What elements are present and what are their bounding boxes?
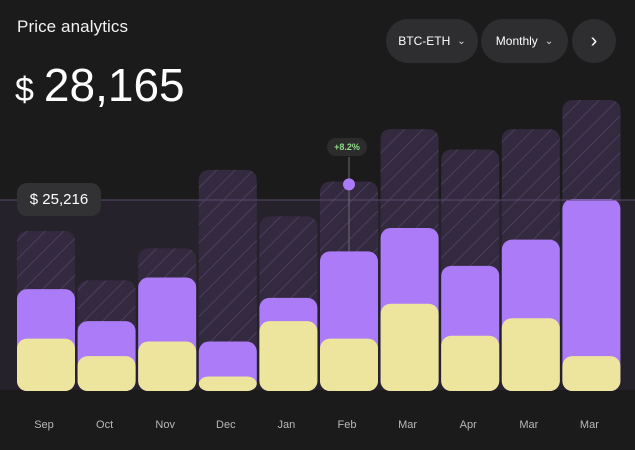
pair-select-label: BTC-ETH xyxy=(398,34,451,48)
annotation-group xyxy=(343,157,355,252)
bar-yellow xyxy=(259,321,318,391)
bar-yellow xyxy=(17,338,75,391)
current-price: $ 28,165 xyxy=(15,58,185,112)
period-select-label: Monthly xyxy=(495,34,538,48)
bar-yellow xyxy=(380,303,439,391)
x-tick-label: Mar xyxy=(398,419,417,431)
pair-select-button[interactable]: BTC-ETH ⌄ xyxy=(386,19,478,63)
bar-yellow xyxy=(562,356,621,391)
bar-yellow xyxy=(198,376,257,391)
bar-background xyxy=(198,169,257,391)
bars-group xyxy=(17,100,621,391)
x-tick-label: Oct xyxy=(96,419,113,431)
x-tick-label: Mar xyxy=(580,419,599,431)
annotation-dot xyxy=(343,178,355,191)
x-axis-labels: Sep Oct Nov Dec Jan Feb Mar Apr Mar Mar xyxy=(34,419,599,431)
bar-yellow xyxy=(138,341,197,391)
reference-value-label: $ 25,216 xyxy=(17,183,101,216)
bar-yellow xyxy=(77,356,136,391)
currency-symbol: $ xyxy=(15,71,34,109)
bar-yellow xyxy=(501,318,560,391)
next-button[interactable]: › xyxy=(572,19,616,63)
x-tick-label: Sep xyxy=(34,419,54,431)
x-tick-label: Mar xyxy=(519,419,538,431)
bar-yellow xyxy=(441,335,500,391)
chevron-down-icon: ⌄ xyxy=(544,35,554,47)
x-tick-label: Jan xyxy=(278,419,296,431)
x-tick-label: Dec xyxy=(216,419,236,431)
chevron-down-icon: ⌄ xyxy=(457,35,466,47)
change-tooltip: +8.2% xyxy=(327,138,367,156)
x-tick-label: Apr xyxy=(460,419,477,431)
chevron-right-icon: › xyxy=(590,29,598,52)
x-tick-label: Nov xyxy=(155,419,175,431)
period-select-button[interactable]: Monthly ⌄ xyxy=(481,19,568,63)
bar-purple xyxy=(562,198,621,391)
x-tick-label: Feb xyxy=(338,419,357,431)
bar-yellow xyxy=(320,338,378,391)
page-title: Price analytics xyxy=(17,17,129,36)
price-value: 28,165 xyxy=(43,59,185,111)
